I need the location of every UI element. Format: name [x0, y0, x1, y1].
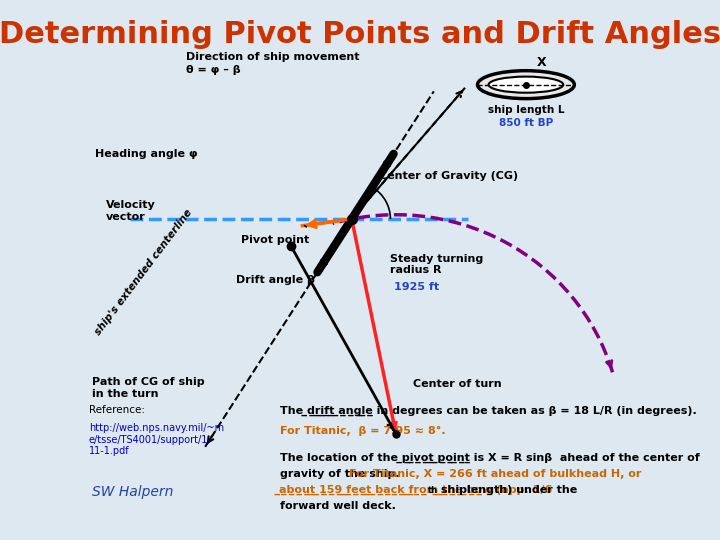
Text: The location of the ̲p̲i̲v̲o̲t̲ ̲p̲o̲i̲n̲t̲ is X = R sinβ  ahead of the center o: The location of the ̲p̲i̲v̲o̲t̲ ̲p̲o̲i̲n…	[280, 453, 700, 463]
Ellipse shape	[477, 71, 575, 99]
Text: Reference:: Reference:	[89, 406, 145, 415]
Text: Steady turning
radius R: Steady turning radius R	[390, 254, 484, 275]
Text: forward well deck.: forward well deck.	[280, 501, 396, 511]
Text: Center of turn: Center of turn	[413, 379, 501, 388]
Text: Direction of ship movement: Direction of ship movement	[186, 52, 359, 63]
Text: http://web.nps.navy.mil/~m
e/tsse/TS4001/support/1-
11-1.pdf: http://web.nps.navy.mil/~m e/tsse/TS4001…	[89, 423, 224, 456]
Text: X: X	[537, 56, 546, 69]
Ellipse shape	[489, 77, 563, 93]
Text: Heading angle φ: Heading angle φ	[94, 149, 197, 159]
Text: ship length L: ship length L	[487, 105, 564, 115]
Text: gravity of the ship.: gravity of the ship.	[280, 469, 403, 479]
Text: Drift angle β: Drift angle β	[235, 275, 315, 285]
Text: Velocity
vector: Velocity vector	[106, 200, 156, 222]
Text: Pivot point: Pivot point	[241, 235, 310, 245]
Text: 1925 ft: 1925 ft	[395, 282, 439, 292]
Text: The ̲d̲r̲i̲f̲t̲ ̲a̲n̲g̲l̲e̲ in degrees can be taken as β = 18 L/R (in degrees).: The ̲d̲r̲i̲f̲t̲ ̲a̲n̲g̲l̲e̲ in degrees c…	[280, 406, 696, 416]
Text: Determining Pivot Points and Drift Angles: Determining Pivot Points and Drift Angle…	[0, 20, 720, 49]
Text: Center of Gravity (CG): Center of Gravity (CG)	[379, 171, 518, 180]
Text: θ = φ – β: θ = φ – β	[186, 65, 240, 75]
Text: ship's extended centerline: ship's extended centerline	[93, 208, 194, 338]
Text: For Titanic, X = 266 ft ahead of bulkhead H, or: For Titanic, X = 266 ft ahead of bulkhea…	[349, 469, 642, 479]
Text: shiplength) under the: shiplength) under the	[438, 485, 577, 495]
Text: ̲a̲b̲o̲u̲t̲ ̲1̲5̲9̲ ̲f̲e̲e̲t̲ ̲b̲a̲c̲k̲ ̲f̲r̲o̲m̲ ̲t̲h̲e̲ ̲b̲o̲w̲ (app. 1/6: ̲a̲b̲o̲u̲t̲ ̲1̲5̲9̲ ̲f̲e̲e̲t̲ ̲b̲a̲c̲k̲ …	[280, 485, 553, 495]
Text: th: th	[428, 486, 438, 495]
Text: Path of CG of ship
in the turn: Path of CG of ship in the turn	[91, 377, 204, 399]
Text: For Titanic,  β = 7.95 ≈ 8°.: For Titanic, β = 7.95 ≈ 8°.	[280, 426, 446, 436]
Text: 850 ft BP: 850 ft BP	[499, 118, 553, 128]
Text: SW Halpern: SW Halpern	[91, 485, 173, 499]
